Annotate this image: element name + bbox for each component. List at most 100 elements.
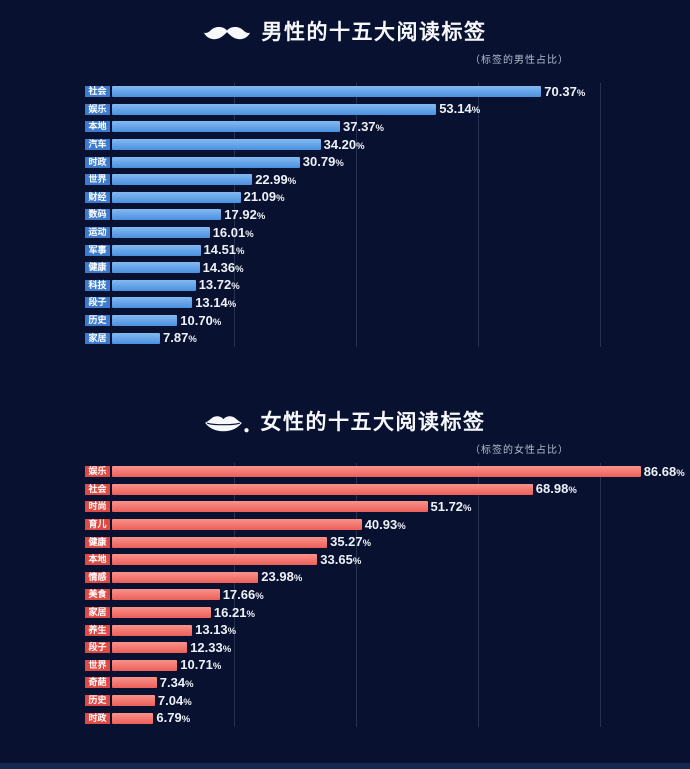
- category-label: 育儿: [85, 519, 110, 531]
- bar: [112, 332, 160, 344]
- bar-row: 段子 12.33%: [0, 639, 690, 657]
- gridline: [478, 463, 479, 727]
- category-label: 段子: [85, 642, 110, 654]
- bar-row: 段子 13.14%: [0, 294, 690, 312]
- category-label: 数码: [85, 209, 110, 221]
- bar-row: 健康 14.36%: [0, 259, 690, 277]
- value-label: 40.93%: [364, 516, 406, 532]
- value-label: 70.37%: [544, 83, 586, 99]
- category-label: 运动: [85, 227, 110, 239]
- value-label: 51.72%: [430, 498, 472, 514]
- bar: [112, 536, 328, 548]
- category-label: 历史: [85, 315, 110, 327]
- value-label: 86.68%: [643, 463, 685, 479]
- category-label: 财经: [85, 191, 110, 203]
- bar: [112, 589, 220, 601]
- value-label: 7.04%: [157, 692, 192, 708]
- bar-row: 美食 17.66%: [0, 586, 690, 604]
- value-label: 17.92%: [224, 206, 266, 222]
- footer-strip: [0, 763, 690, 769]
- female-bar-plot: 娱乐 86.68% 社会 68.98% 时尚 51.72% 育儿 40.93% 健康 35.27%…: [0, 463, 690, 727]
- male-chart-header: 男性的十五大阅读标签: [0, 0, 690, 49]
- category-label: 段子: [85, 297, 110, 309]
- category-label: 娱乐: [85, 103, 110, 115]
- value-label: 13.72%: [198, 277, 240, 293]
- bar-row: 社会 70.37%: [0, 83, 690, 101]
- chart-subtitle: （标签的男性占比）: [470, 55, 569, 66]
- bar-row: 财经 21.09%: [0, 189, 690, 207]
- bar: [112, 86, 542, 98]
- bar-row: 奇葩 7.34%: [0, 674, 690, 692]
- bar-row: 科技 13.72%: [0, 277, 690, 295]
- female-chart-header: 女性的十五大阅读标签: [0, 390, 690, 439]
- bar-row: 家居 7.87%: [0, 329, 690, 347]
- lips-icon: [204, 414, 249, 433]
- category-label: 养生: [85, 624, 110, 636]
- gridline: [356, 463, 357, 727]
- category-label: 历史: [85, 695, 110, 707]
- bar: [112, 262, 200, 274]
- value-label: 23.98%: [261, 569, 303, 585]
- category-label: 汽车: [85, 139, 110, 151]
- bar: [112, 659, 178, 671]
- bar: [112, 191, 241, 203]
- chart-subtitle: （标签的女性占比）: [470, 445, 569, 456]
- value-label: 34.20%: [323, 136, 365, 152]
- category-label: 家居: [85, 607, 110, 619]
- bar-row: 历史 7.04%: [0, 692, 690, 710]
- category-label: 社会: [85, 483, 110, 495]
- value-label: 13.14%: [195, 294, 237, 310]
- bar: [112, 466, 641, 478]
- value-label: 16.21%: [213, 604, 255, 620]
- bar: [112, 607, 211, 619]
- gridline: [356, 83, 357, 347]
- category-label: 本地: [85, 121, 110, 133]
- value-label: 37.37%: [343, 118, 384, 134]
- chart-title: 男性的十五大阅读标签: [261, 21, 487, 44]
- male-reading-tags-chart: 男性的十五大阅读标签 （标签的男性占比） 社会 70.37% 娱乐 53.14% 本地 3…: [0, 0, 690, 347]
- bar: [112, 209, 222, 221]
- gridline: [234, 463, 235, 727]
- category-label: 时政: [85, 712, 110, 724]
- bar-row: 世界 10.71%: [0, 657, 690, 675]
- value-label: 12.33%: [190, 639, 232, 655]
- bar-row: 军事 14.51%: [0, 241, 690, 259]
- value-label: 10.70%: [180, 312, 222, 328]
- category-label: 娱乐: [85, 466, 110, 478]
- bar-row: 娱乐 53.14%: [0, 101, 690, 119]
- bar: [112, 501, 428, 513]
- bar-row: 家居 16.21%: [0, 604, 690, 622]
- gridline: [600, 463, 601, 727]
- value-label: 14.36%: [202, 259, 244, 275]
- bar: [112, 174, 253, 186]
- value-label: 35.27%: [330, 534, 372, 550]
- gridline: [234, 83, 235, 347]
- category-label: 时政: [85, 156, 110, 168]
- bar-row: 时政 6.79%: [0, 709, 690, 727]
- bar: [112, 571, 259, 583]
- mustache-icon: [203, 25, 250, 42]
- value-label: 14.51%: [203, 242, 245, 258]
- value-label: 10.71%: [180, 657, 222, 673]
- bar-row: 娱乐 86.68%: [0, 463, 690, 481]
- bar-row: 运动 16.01%: [0, 224, 690, 242]
- bar-row: 世界 22.99%: [0, 171, 690, 189]
- bar: [112, 624, 193, 636]
- value-label: 7.34%: [159, 674, 194, 690]
- bar: [112, 642, 188, 654]
- male-bar-plot: 社会 70.37% 娱乐 53.14% 本地 37.37% 汽车 34.20% 时政 30.79%…: [0, 83, 690, 347]
- gridline: [600, 83, 601, 347]
- bar-row: 社会 68.98%: [0, 481, 690, 499]
- category-label: 世界: [85, 174, 110, 186]
- bar: [112, 244, 201, 256]
- bar-row: 本地 37.37%: [0, 118, 690, 136]
- bar: [112, 103, 437, 115]
- value-label: 22.99%: [255, 171, 297, 187]
- bar: [112, 315, 178, 327]
- category-label: 家居: [85, 332, 110, 344]
- category-label: 奇葩: [85, 677, 110, 689]
- value-label: 13.13%: [195, 622, 237, 638]
- bar: [112, 677, 157, 689]
- bar-row: 汽车 34.20%: [0, 136, 690, 154]
